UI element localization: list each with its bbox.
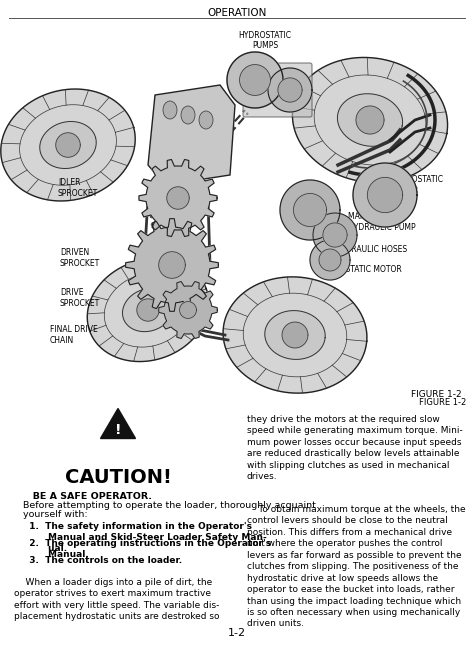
- Text: FIGURE 1-2: FIGURE 1-2: [411, 390, 462, 399]
- Text: !: !: [115, 423, 121, 437]
- Text: OPERATION: OPERATION: [207, 8, 267, 18]
- Polygon shape: [180, 302, 196, 318]
- Text: 3.  The controls on the loader.: 3. The controls on the loader.: [23, 556, 182, 565]
- Polygon shape: [280, 180, 340, 240]
- Text: yourself with:: yourself with:: [23, 510, 88, 519]
- Polygon shape: [310, 240, 350, 280]
- Polygon shape: [323, 223, 347, 247]
- Polygon shape: [137, 299, 159, 321]
- Polygon shape: [40, 122, 96, 168]
- Bar: [5, 20, 469, 395]
- Polygon shape: [159, 252, 185, 278]
- Text: 1.  The safety information in the Operator's
        Manual and Skid-Steer Loade: 1. The safety information in the Operato…: [23, 522, 267, 553]
- Text: CAUTION!: CAUTION!: [64, 468, 172, 487]
- Polygon shape: [159, 281, 217, 339]
- Polygon shape: [313, 213, 357, 257]
- Polygon shape: [353, 163, 417, 227]
- Text: FINAL DRIVE
CHAIN: FINAL DRIVE CHAIN: [50, 325, 98, 344]
- Polygon shape: [337, 94, 402, 146]
- Ellipse shape: [163, 101, 177, 119]
- Polygon shape: [268, 68, 312, 112]
- FancyBboxPatch shape: [243, 63, 312, 117]
- Ellipse shape: [181, 106, 195, 124]
- Text: MAIN SYSTEM
HYDRAULIC PUMP: MAIN SYSTEM HYDRAULIC PUMP: [348, 213, 416, 231]
- Text: 2.  The operating instructions in the Operator's
        Manual.: 2. The operating instructions in the Ope…: [23, 539, 271, 559]
- Text: When a loader digs into a pile of dirt, the
operator strives to exert maximum tr: When a loader digs into a pile of dirt, …: [14, 578, 219, 621]
- Polygon shape: [1, 89, 135, 201]
- Text: Before attempting to operate the loader, thoroughly acquaint: Before attempting to operate the loader,…: [23, 501, 316, 510]
- Polygon shape: [265, 311, 325, 359]
- Text: HYDRAULIC HOSES: HYDRAULIC HOSES: [335, 246, 407, 255]
- Text: DRIVEN
SPROCKET: DRIVEN SPROCKET: [60, 248, 100, 268]
- Text: ENGINE: ENGINE: [58, 125, 87, 135]
- Polygon shape: [56, 133, 80, 157]
- Polygon shape: [278, 78, 302, 102]
- Polygon shape: [293, 194, 327, 226]
- Text: HYDROSTATIC MOTOR: HYDROSTATIC MOTOR: [318, 265, 402, 274]
- Polygon shape: [292, 57, 447, 183]
- Polygon shape: [367, 177, 402, 213]
- Polygon shape: [167, 187, 189, 209]
- Text: To obtain maximum torque at the wheels, the
control levers should be close to th: To obtain maximum torque at the wheels, …: [247, 505, 465, 629]
- Text: FIGURE 1-2: FIGURE 1-2: [419, 398, 466, 407]
- Polygon shape: [148, 85, 235, 185]
- Polygon shape: [100, 408, 136, 439]
- Polygon shape: [319, 249, 341, 271]
- Polygon shape: [223, 277, 367, 393]
- Polygon shape: [282, 322, 308, 348]
- Polygon shape: [139, 159, 217, 237]
- Polygon shape: [122, 289, 173, 332]
- Polygon shape: [240, 64, 270, 96]
- Text: BE A SAFE OPERATOR.: BE A SAFE OPERATOR.: [23, 492, 152, 501]
- Text: IDLER
SPROCKET: IDLER SPROCKET: [58, 178, 98, 198]
- Text: 1-2: 1-2: [228, 628, 246, 638]
- Text: HYDROSTATIC
PUMPS: HYDROSTATIC PUMPS: [238, 31, 292, 50]
- Text: DRIVE
SPROCKET: DRIVE SPROCKET: [60, 289, 100, 307]
- Polygon shape: [126, 218, 219, 311]
- Polygon shape: [356, 106, 384, 134]
- Polygon shape: [227, 52, 283, 108]
- Text: they drive the motors at the required slow
speed while generating maximum torque: they drive the motors at the required sl…: [247, 415, 463, 481]
- Polygon shape: [87, 259, 209, 361]
- Text: HYDROSTATIC
MOTOR: HYDROSTATIC MOTOR: [390, 176, 443, 195]
- Ellipse shape: [199, 111, 213, 129]
